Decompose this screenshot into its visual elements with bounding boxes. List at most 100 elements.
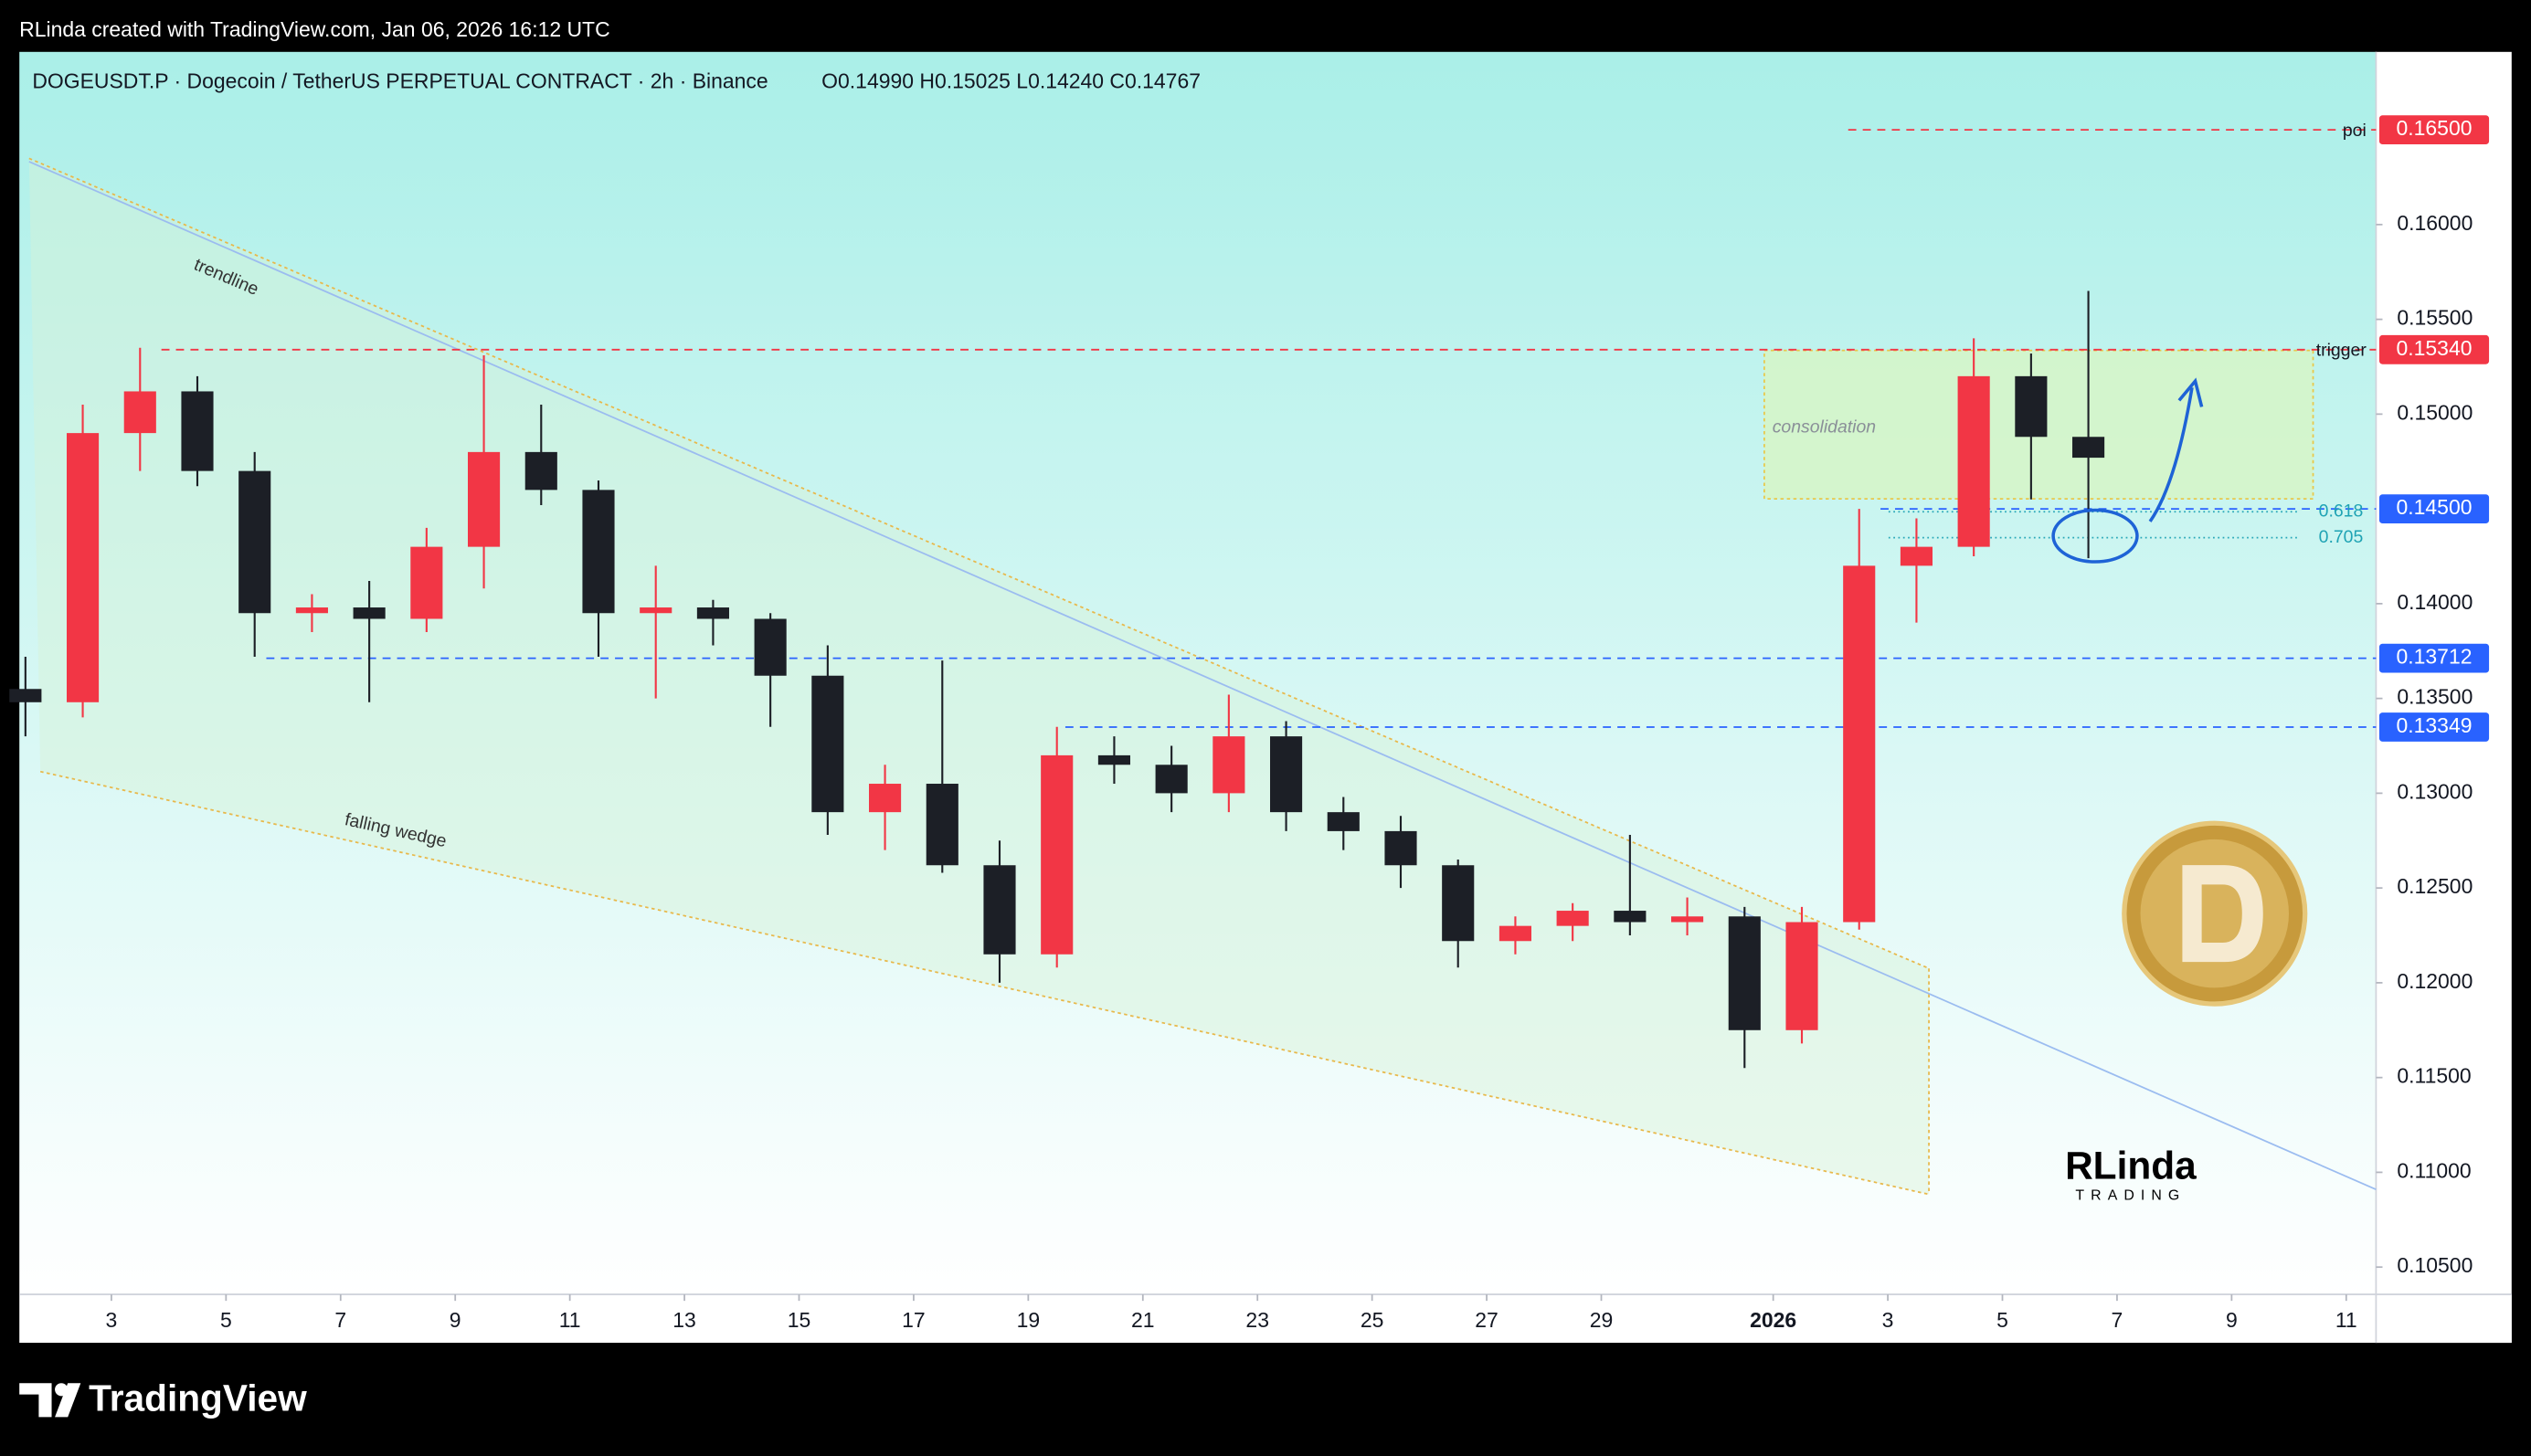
candle-body <box>1270 736 1303 813</box>
level-name: trigger <box>2316 341 2367 361</box>
price-tag <box>2378 643 2490 673</box>
candle-body <box>353 607 386 619</box>
y-tick-label: 0.12000 <box>2397 969 2473 993</box>
x-tick-label: 19 <box>1017 1308 1041 1332</box>
symbol-title: DOGEUSDT.P · Dogecoin / TetherUS PERPETU… <box>32 69 768 92</box>
zone-label: consolidation <box>1773 417 1876 438</box>
x-tick-label: 9 <box>2226 1308 2238 1332</box>
y-tick-label: 0.15000 <box>2397 400 2473 424</box>
candle-body <box>1384 830 1417 866</box>
candle-body <box>9 689 42 702</box>
y-tick-label: 0.15500 <box>2397 306 2473 330</box>
ohlc: O0.14990 H0.15025 L0.14240 C0.14767 <box>821 69 1201 92</box>
price-tag <box>2378 494 2490 524</box>
x-tick-label: 25 <box>1361 1308 1384 1332</box>
x-tick-label: 5 <box>220 1308 232 1332</box>
candle-body <box>640 607 672 614</box>
x-tick-label: 2026 <box>1750 1308 1796 1332</box>
brand: TradingView <box>89 1377 307 1419</box>
candle-body <box>696 607 729 619</box>
candle-body <box>582 490 615 614</box>
candle-body <box>983 865 1016 955</box>
y-tick-label: 0.13000 <box>2397 779 2473 803</box>
candle-body <box>1213 736 1245 794</box>
y-tick-label: 0.13500 <box>2397 685 2473 709</box>
attribution: RLinda created with TradingView.com, Jan… <box>19 17 609 41</box>
candle-body <box>754 618 787 676</box>
x-tick-label: 9 <box>450 1308 461 1332</box>
brand-icon <box>55 1383 81 1418</box>
candle-body <box>1728 916 1761 1030</box>
price-tag-label: 0.13349 <box>2397 713 2473 737</box>
coin-symbol <box>2182 865 2263 963</box>
x-tick-label: 7 <box>2112 1308 2123 1332</box>
price-tag-label: 0.13712 <box>2397 645 2473 669</box>
candle-body <box>1041 754 1074 955</box>
brand-icon <box>19 1383 52 1418</box>
x-tick-label: 11 <box>559 1308 581 1332</box>
y-tick-label: 0.11500 <box>2397 1064 2471 1088</box>
price-tag-label: 0.15340 <box>2397 336 2473 360</box>
candle-body <box>410 546 443 619</box>
candle-body <box>524 451 557 491</box>
price-tag-label: 0.16500 <box>2397 116 2473 140</box>
candle-body <box>2015 375 2048 438</box>
candle-body <box>468 451 501 547</box>
x-tick-label: 17 <box>902 1308 926 1332</box>
candle-body <box>2072 437 2105 459</box>
candle-body <box>1155 765 1188 794</box>
fib-label: 0.705 <box>2319 527 2364 547</box>
candle-body <box>1556 911 1589 926</box>
y-tick-label: 0.14000 <box>2397 590 2473 614</box>
price-axis <box>2376 51 2512 1344</box>
candle-body <box>1671 916 1704 923</box>
x-tick-label: 15 <box>788 1308 811 1332</box>
fib-label: 0.618 <box>2319 501 2364 521</box>
price-tag <box>2378 115 2490 144</box>
candle-body <box>869 784 902 813</box>
x-tick-label: 3 <box>106 1308 118 1332</box>
candle-body <box>926 784 958 866</box>
y-tick-label: 0.16000 <box>2397 211 2473 235</box>
x-tick-label: 23 <box>1245 1308 1269 1332</box>
price-tag <box>2378 712 2490 742</box>
candle-body <box>1097 754 1130 765</box>
x-tick-label: 7 <box>334 1308 346 1332</box>
arrow <box>2148 386 2194 522</box>
level-name: poi <box>2343 121 2367 141</box>
highlight-ellipse <box>2051 508 2139 564</box>
candle-body <box>811 675 844 813</box>
author-logo-sub: TRADING <box>2075 1188 2186 1204</box>
candle-body <box>238 470 271 614</box>
y-tick-label: 0.11000 <box>2397 1158 2471 1182</box>
candle-body <box>1498 925 1531 942</box>
candle-body <box>1327 812 1360 831</box>
coin-inner <box>2140 839 2290 988</box>
trendline <box>28 161 2377 1191</box>
candle-body <box>1957 375 1990 547</box>
x-tick-label: 3 <box>1882 1308 1894 1332</box>
x-tick-label: 11 <box>2335 1308 2357 1332</box>
x-tick-label: 13 <box>672 1308 696 1332</box>
candle-body <box>1442 865 1475 942</box>
y-tick-label: 0.12500 <box>2397 874 2473 898</box>
time-axis <box>19 1294 2512 1344</box>
price-tag <box>2378 334 2490 364</box>
arrow-head <box>2177 377 2204 407</box>
y-tick-label: 0.10500 <box>2397 1253 2473 1277</box>
marks <box>9 129 2377 1069</box>
candle-body <box>1900 546 1933 566</box>
candle-body <box>1785 922 1818 1030</box>
x-tick-label: 27 <box>1475 1308 1498 1332</box>
candle-body <box>67 433 100 702</box>
candle-body <box>181 391 214 471</box>
x-tick-label: 21 <box>1131 1308 1155 1332</box>
candle-body <box>123 391 156 434</box>
x-tick-label: 5 <box>1996 1308 2008 1332</box>
wedge-line <box>28 157 1930 970</box>
x-tick-label: 29 <box>1590 1308 1614 1332</box>
candle-body <box>1614 911 1647 923</box>
candle-body <box>1843 565 1876 923</box>
